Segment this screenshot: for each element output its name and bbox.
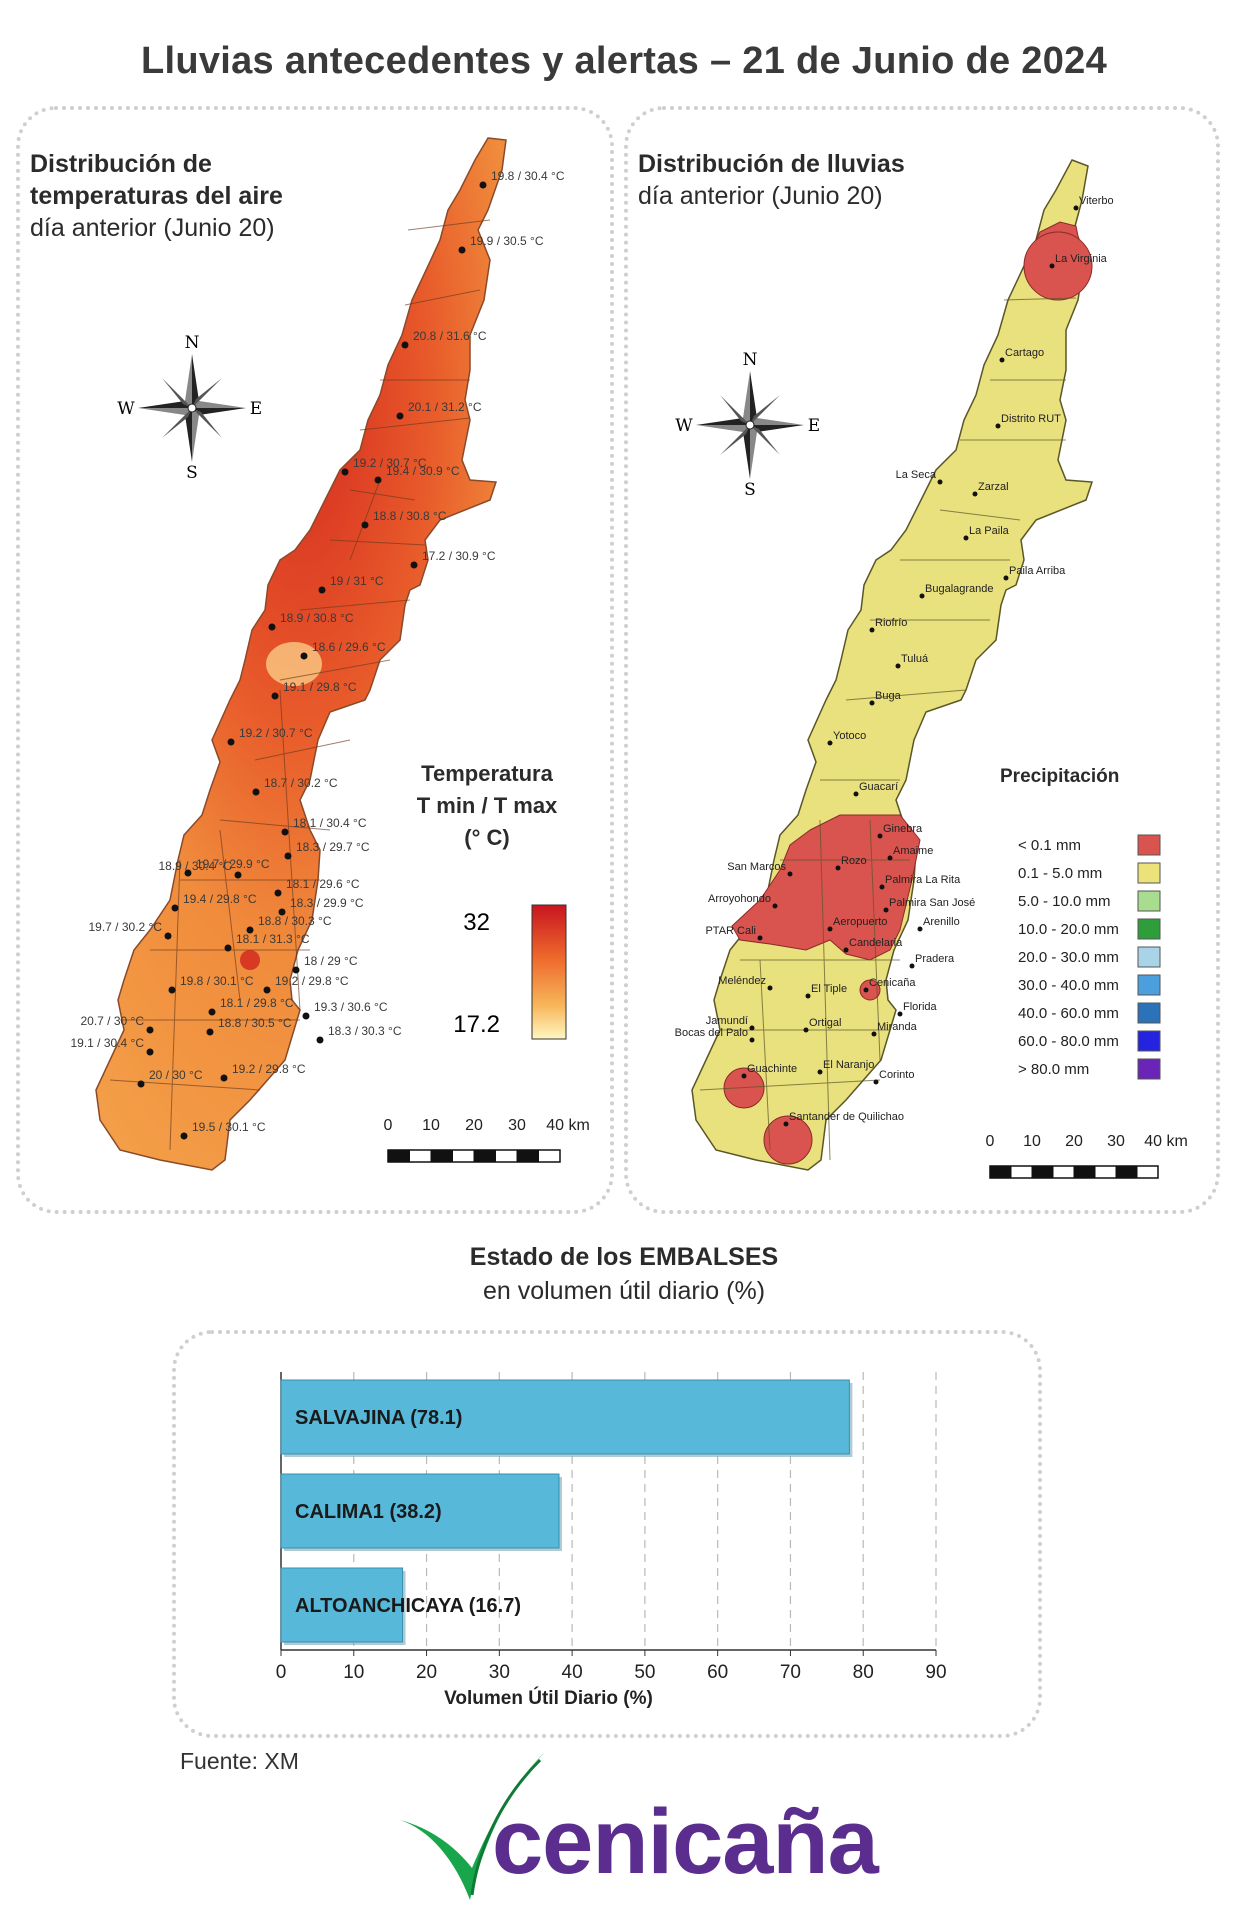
temperature-legend-line2: T min / T max xyxy=(416,793,558,818)
rainfall-subheading: día anterior (Junio 20) xyxy=(638,182,883,210)
rainfall-legend-title: Precipitación xyxy=(1000,766,1120,787)
reservoirs-title-line1: Estado de los EMBALSES xyxy=(469,1243,779,1271)
temperature-subheading: día anterior (Junio 20) xyxy=(30,214,275,242)
reservoirs-title: Estado de los EMBALSES en volumen útil d… xyxy=(0,1240,1248,1308)
temperature-heading-line1: Distribución de xyxy=(30,150,212,178)
rainfall-heading-line1: Distribución de lluvias xyxy=(638,150,905,178)
temperature-legend-line1: Temperatura xyxy=(421,761,553,786)
rainfall-map-heading: Distribución de lluvias día anterior (Ju… xyxy=(638,148,905,212)
reservoirs-chart-panel xyxy=(172,1330,1042,1738)
temperature-legend-line3: (° C) xyxy=(464,825,510,850)
reservoirs-title-line2: en volumen útil diario (%) xyxy=(482,1277,766,1305)
temperature-map-heading: Distribución de temperaturas del aire dí… xyxy=(30,148,283,244)
cenicana-logo-text: cenicaña xyxy=(492,1791,879,1893)
rainfall-map-panel xyxy=(624,106,1220,1214)
temperature-legend-title: Temperatura T min / T max (° C) xyxy=(412,758,562,854)
temperature-map-panel xyxy=(16,106,614,1214)
page-title: Lluvias antecedentes y alertas – 21 de J… xyxy=(140,40,1108,82)
source-note: Fuente: XM xyxy=(180,1748,299,1774)
temperature-heading-line2: temperaturas del aire xyxy=(30,182,283,210)
